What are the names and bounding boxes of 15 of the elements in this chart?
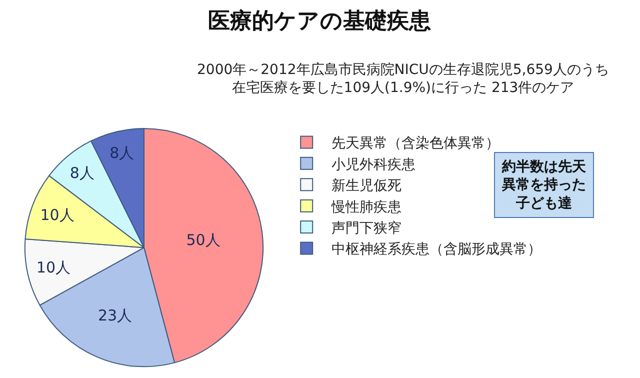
legend-label: 小児外科疾患 bbox=[332, 156, 416, 173]
data-label: 8人 bbox=[110, 144, 134, 162]
chart-subtitle: 2000年～2012年広島市民病院NICUの生存退院児5,659人のうち在宅医療を要した109人(1.9%)に行った 213件のケア bbox=[197, 62, 609, 96]
legend-label: 新生児仮死 bbox=[332, 178, 402, 194]
text: 約半数は先天異常を持った子ども達 bbox=[501, 159, 587, 212]
chart-title: 医療的ケアの基礎疾患 bbox=[208, 8, 432, 34]
data-label: 10人 bbox=[36, 258, 70, 276]
legend-label: 声門下狭窄 bbox=[332, 220, 402, 236]
data-label: 8人 bbox=[70, 164, 94, 182]
legend-label: 先天異常（含染色体異常） bbox=[332, 136, 500, 152]
data-label: 50人 bbox=[186, 230, 220, 249]
legend-label: 中枢神経系疾患（含脳形成異常） bbox=[332, 242, 542, 258]
data-label: 23人 bbox=[98, 306, 132, 324]
legend-label: 慢性肺疾患 bbox=[330, 199, 402, 216]
data-label: 10人 bbox=[40, 206, 74, 224]
